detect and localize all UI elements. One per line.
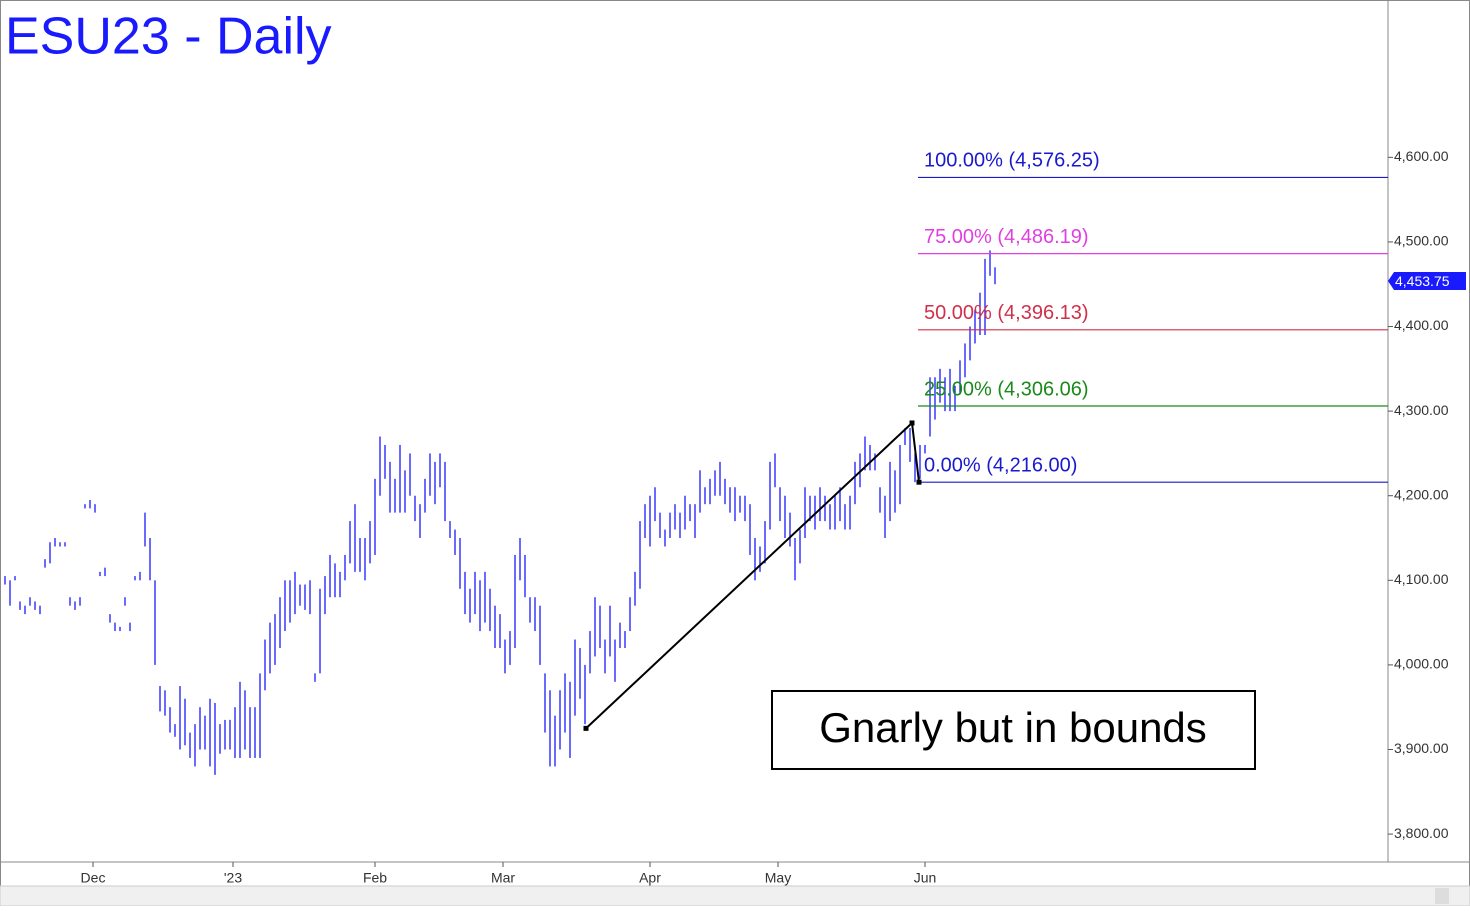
fib-label: 75.00% (4,486.19) xyxy=(924,226,1089,248)
y-tick-label: 4,100.00 xyxy=(1394,571,1449,587)
y-tick-label: 4,000.00 xyxy=(1394,656,1449,672)
y-tick-label: 4,200.00 xyxy=(1394,486,1449,502)
annotation-box xyxy=(771,690,1256,770)
scroll-thumb[interactable] xyxy=(1435,888,1449,904)
trend-point xyxy=(916,479,922,485)
x-tick-label: Mar xyxy=(491,870,515,886)
y-tick-label: 4,300.00 xyxy=(1394,402,1449,418)
y-tick-label: 3,800.00 xyxy=(1394,825,1449,841)
x-tick-label: Jun xyxy=(914,870,937,886)
scrollbar[interactable] xyxy=(0,885,1470,907)
y-tick-label: 3,900.00 xyxy=(1394,740,1449,756)
y-tick-label: 4,600.00 xyxy=(1394,148,1449,164)
y-tick-label: 4,400.00 xyxy=(1394,317,1449,333)
last-price-label: 4,453.75 xyxy=(1395,273,1450,289)
x-tick-label: Dec xyxy=(81,870,106,886)
last-price-tag xyxy=(1388,272,1466,291)
x-tick-label: '23 xyxy=(224,870,242,886)
x-tick-label: May xyxy=(765,870,791,886)
fib-label: 50.00% (4,396.13) xyxy=(924,302,1089,324)
x-tick-label: Feb xyxy=(363,870,387,886)
annotation: Gnarly but in bounds xyxy=(819,704,1207,751)
chart-title: ESU23 - Daily xyxy=(5,8,332,66)
trend-point xyxy=(583,725,589,731)
fib-label: 25.00% (4,306.06) xyxy=(924,378,1089,400)
trend-point xyxy=(909,420,915,426)
y-tick-label: 4,500.00 xyxy=(1394,233,1449,249)
x-tick-label: Apr xyxy=(639,870,661,886)
fib-label: 100.00% (4,576.25) xyxy=(924,150,1100,172)
fib-label: 0.00% (4,216.00) xyxy=(924,454,1077,476)
